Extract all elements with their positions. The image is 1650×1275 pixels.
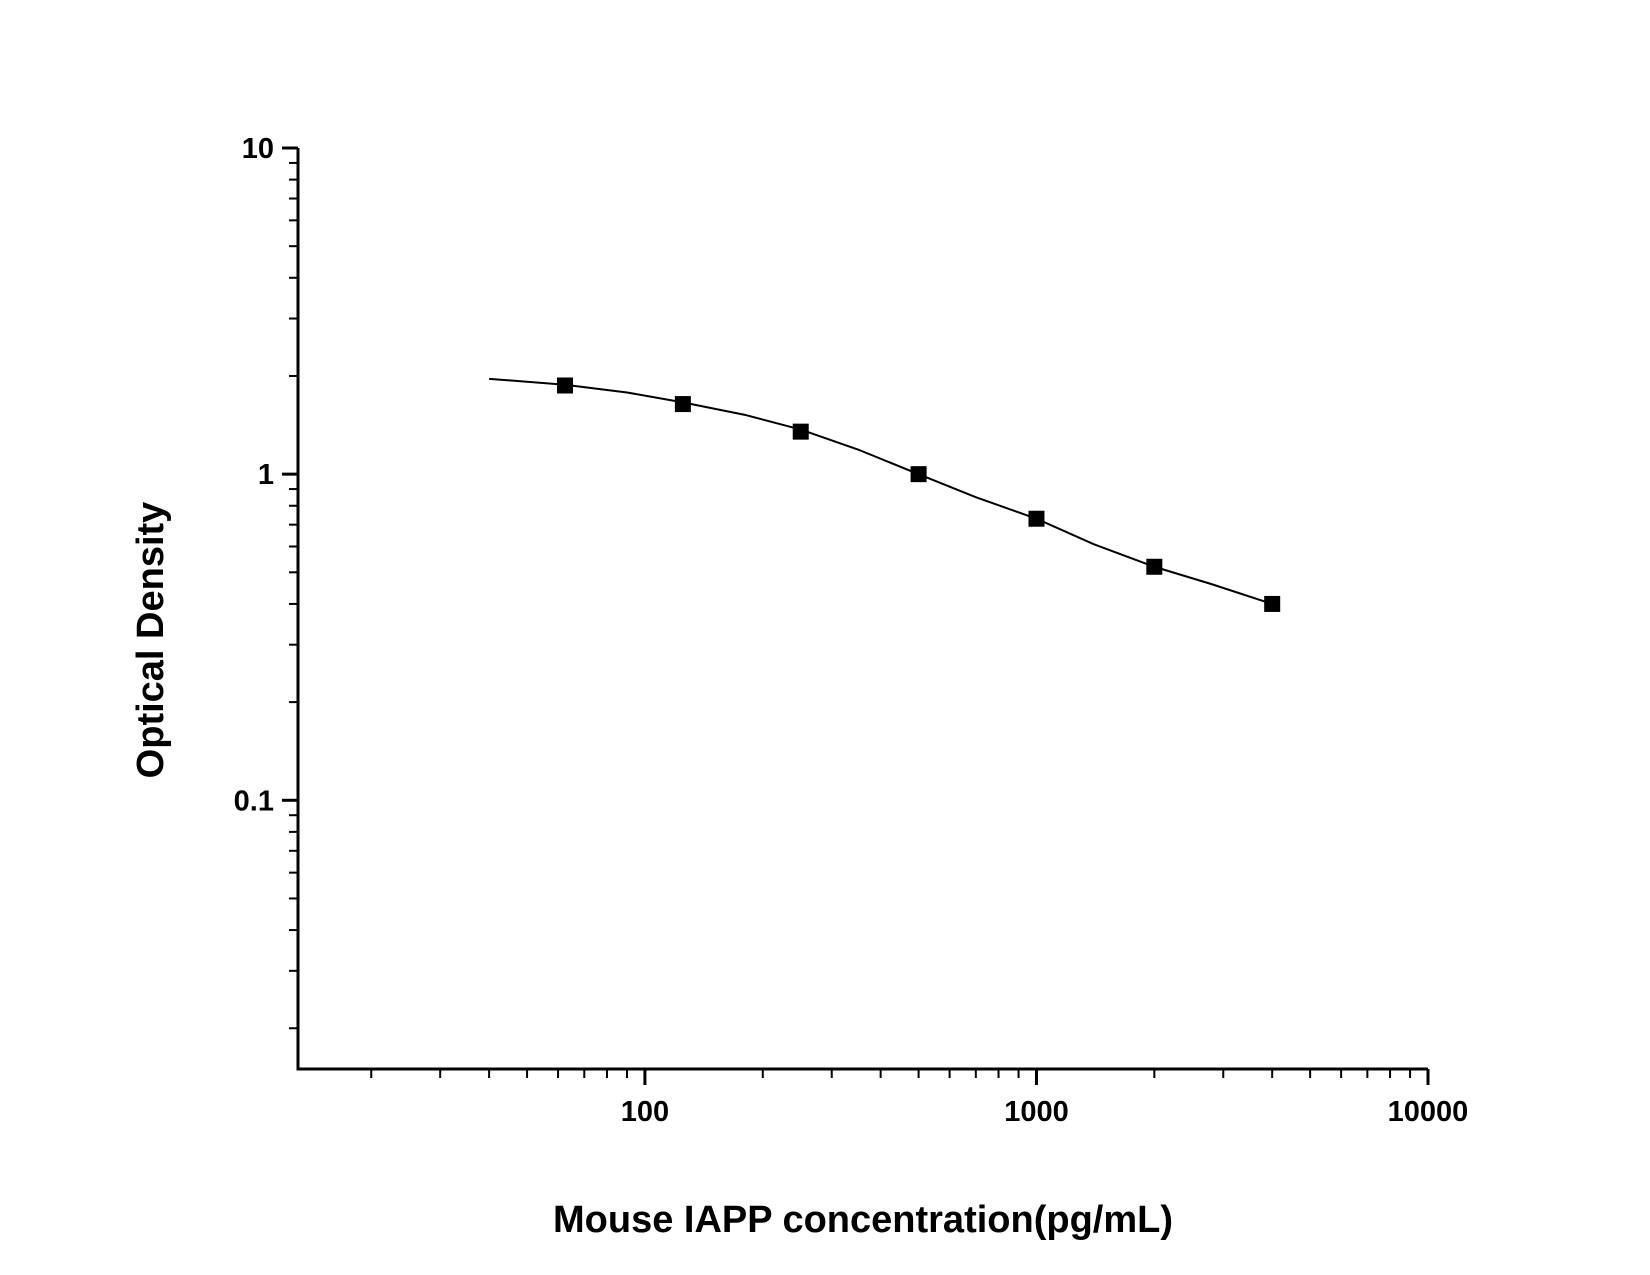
- y-tick-label: 0.1: [234, 785, 274, 817]
- y-tick-label: 10: [242, 133, 274, 165]
- y-tick-label: 1: [258, 459, 274, 491]
- fit-curve: [489, 377, 1273, 605]
- data-point: [674, 396, 691, 413]
- x-tick-label: 100: [621, 1096, 669, 1128]
- x-tick-label: 1000: [1004, 1096, 1069, 1128]
- x-tick-label: 10000: [1388, 1096, 1469, 1128]
- x-axis-label: Mouse IAPP concentration(pg/mL): [553, 1199, 1173, 1241]
- y-axis-label: Optical Density: [130, 502, 172, 779]
